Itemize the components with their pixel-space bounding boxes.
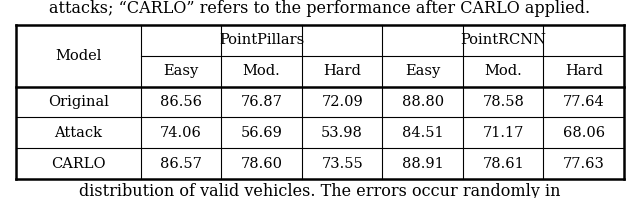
Text: 77.64: 77.64 [563, 95, 605, 109]
Text: Model: Model [55, 49, 102, 63]
Text: 56.69: 56.69 [241, 126, 282, 140]
Text: PointPillars: PointPillars [219, 33, 304, 47]
Text: 74.06: 74.06 [160, 126, 202, 140]
Text: Original: Original [48, 95, 109, 109]
Text: Hard: Hard [323, 64, 361, 78]
Text: Attack: Attack [54, 126, 102, 140]
Text: distribution of valid vehicles. The errors occur randomly in: distribution of valid vehicles. The erro… [79, 183, 561, 198]
Text: 78.60: 78.60 [241, 157, 283, 171]
Text: Mod.: Mod. [243, 64, 280, 78]
Text: 53.98: 53.98 [321, 126, 363, 140]
Text: 84.51: 84.51 [402, 126, 444, 140]
Text: Easy: Easy [163, 64, 198, 78]
Text: 77.63: 77.63 [563, 157, 605, 171]
Text: 68.06: 68.06 [563, 126, 605, 140]
Text: 73.55: 73.55 [321, 157, 363, 171]
Text: PointRCNN: PointRCNN [460, 33, 546, 47]
Text: Mod.: Mod. [484, 64, 522, 78]
Text: 86.57: 86.57 [160, 157, 202, 171]
Text: 72.09: 72.09 [321, 95, 363, 109]
Text: 71.17: 71.17 [483, 126, 524, 140]
Text: CARLO: CARLO [51, 157, 106, 171]
Text: 86.56: 86.56 [160, 95, 202, 109]
Text: 88.80: 88.80 [402, 95, 444, 109]
Text: Hard: Hard [564, 64, 603, 78]
Text: 76.87: 76.87 [241, 95, 282, 109]
Text: 88.91: 88.91 [402, 157, 444, 171]
Text: Easy: Easy [405, 64, 440, 78]
Text: 78.58: 78.58 [483, 95, 524, 109]
Text: attacks; “CARLO” refers to the performance after CARLO applied.: attacks; “CARLO” refers to the performan… [49, 0, 591, 17]
Text: 78.61: 78.61 [483, 157, 524, 171]
